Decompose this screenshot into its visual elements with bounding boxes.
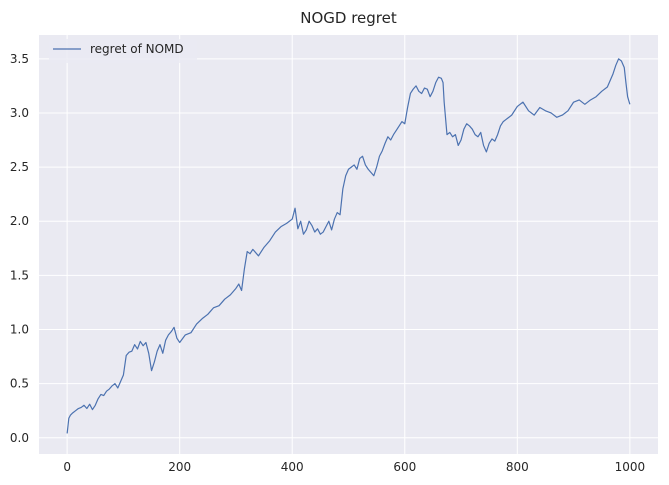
y-tick-label: 2.0 [10, 214, 29, 228]
x-tick-label: 400 [281, 460, 304, 474]
plot-area [39, 35, 658, 454]
legend: regret of NOMD [49, 39, 197, 63]
y-tick-label: 2.5 [10, 160, 29, 174]
x-axis-ticks: 0 200 400 600 800 1000 [63, 460, 645, 474]
y-tick-label: 0.5 [10, 377, 29, 391]
y-tick-label: 0.0 [10, 431, 29, 445]
series-line [66, 58, 631, 434]
y-axis-ticks: 0.0 0.5 1.0 1.5 2.0 2.5 3.0 3.5 [10, 52, 29, 445]
series-layer [66, 58, 631, 434]
x-tick-label: 200 [168, 460, 191, 474]
x-tick-label: 800 [506, 460, 529, 474]
y-tick-label: 1.0 [10, 322, 29, 336]
y-tick-label: 1.5 [10, 268, 29, 282]
grid-lines [39, 35, 658, 454]
y-tick-label: 3.0 [10, 106, 29, 120]
x-tick-label: 1000 [615, 460, 646, 474]
x-tick-label: 600 [393, 460, 416, 474]
chart-title: NOGD regret [300, 9, 397, 27]
y-tick-label: 3.5 [10, 52, 29, 66]
x-tick-label: 0 [63, 460, 71, 474]
legend-label: regret of NOMD [90, 42, 184, 56]
legend-box [49, 39, 197, 63]
